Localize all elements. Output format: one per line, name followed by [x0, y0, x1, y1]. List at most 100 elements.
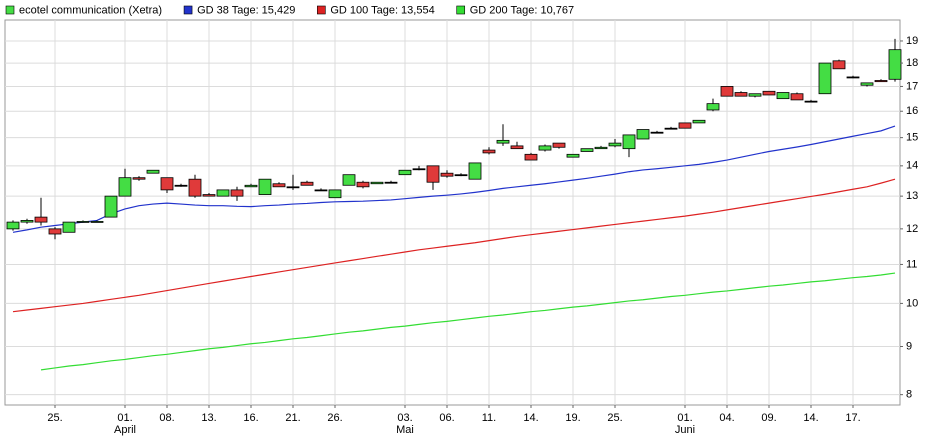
y-tick-label: 18	[906, 57, 918, 69]
candle-body	[48, 228, 62, 235]
y-tick-label: 17	[906, 80, 918, 92]
legend-swatch	[456, 5, 466, 15]
moving-average-line	[12, 125, 896, 233]
candle-body	[258, 178, 272, 195]
candle-body	[468, 162, 482, 180]
candle-body	[664, 127, 678, 130]
legend-swatch	[183, 5, 193, 15]
candle-body	[300, 181, 314, 186]
candle-body	[818, 62, 832, 95]
x-tick-label: 03.	[397, 412, 412, 424]
x-tick-label: 06.	[439, 412, 454, 424]
candle-body	[524, 153, 538, 161]
candle-body	[678, 122, 692, 129]
x-tick-label: 08.	[159, 412, 174, 424]
legend-label: GD 200 Tage: 10,767	[470, 4, 574, 16]
candle-body	[76, 221, 90, 223]
y-tick-label: 10	[906, 297, 918, 309]
candle-body	[132, 177, 146, 180]
candle-body	[104, 195, 118, 218]
x-tick-label: 26.	[327, 412, 342, 424]
candle-body	[118, 177, 132, 197]
candle-body	[314, 189, 328, 192]
candle-body	[244, 184, 258, 188]
x-tick-label: 17.	[845, 412, 860, 424]
x-tick-label: 14.	[803, 412, 818, 424]
candle-body	[762, 90, 776, 96]
candle-body	[6, 221, 20, 230]
candle-body	[622, 134, 636, 150]
y-tick-label: 8	[906, 389, 912, 401]
legend: ecotel communication (Xetra) GD 38 Tage: …	[5, 4, 574, 16]
candle-body	[510, 145, 524, 150]
candle-body	[552, 142, 566, 148]
candle-body	[426, 165, 440, 183]
x-tick-label: 19.	[565, 412, 580, 424]
y-tick-label: 11	[906, 258, 917, 270]
candle-body	[20, 220, 34, 223]
candle-body	[692, 119, 706, 124]
candle-body	[62, 221, 76, 233]
candle-body	[328, 189, 342, 199]
candle-body	[650, 131, 664, 134]
marks	[6, 38, 902, 371]
x-tick-label: 09.	[761, 412, 776, 424]
x-tick-label: 13.	[201, 412, 216, 424]
candle-body	[398, 169, 412, 176]
legend-swatch	[5, 5, 15, 15]
x-tick-label: 01.	[117, 412, 132, 424]
moving-average-line	[12, 178, 896, 313]
y-tick-label: 15	[906, 132, 918, 144]
candle-body	[776, 92, 790, 100]
candle-body	[34, 216, 48, 223]
candle-body	[216, 189, 230, 197]
candle-body	[580, 148, 594, 152]
candle-body	[832, 60, 846, 70]
grid	[5, 20, 900, 405]
month-label: Juni	[675, 424, 695, 436]
candle-body	[384, 181, 398, 184]
candle-body	[538, 145, 552, 151]
candle-body	[804, 100, 818, 103]
candle-body	[608, 142, 622, 147]
candle-body	[496, 139, 510, 144]
y-tick-label: 13	[906, 190, 918, 202]
candle-body	[440, 172, 454, 177]
y-tick-label: 16	[906, 105, 918, 117]
candle-body	[412, 168, 426, 171]
x-tick-label: 01.	[677, 412, 692, 424]
candle-body	[454, 174, 468, 177]
candle-body	[370, 181, 384, 185]
candle-body	[202, 194, 216, 197]
plot-area	[4, 19, 901, 406]
candle-body	[874, 80, 888, 83]
moving-average-line	[40, 272, 896, 371]
legend-label: GD 38 Tage: 15,429	[197, 4, 295, 16]
legend-label: GD 100 Tage: 13,554	[330, 4, 434, 16]
candle-body	[146, 169, 160, 174]
candle-body	[846, 76, 860, 79]
candle-body	[790, 93, 804, 101]
x-tick-label: 04.	[719, 412, 734, 424]
y-tick-label: 9	[906, 340, 912, 352]
x-tick-label: 21.	[285, 412, 300, 424]
candle-body	[482, 149, 496, 154]
candle-body	[230, 189, 244, 197]
legend-swatch	[317, 5, 326, 15]
x-tick-label: 11.	[482, 412, 496, 424]
x-tick-label: 16.	[243, 412, 258, 424]
candle-body	[860, 82, 874, 86]
candle-body	[356, 181, 370, 188]
candle-body	[636, 129, 650, 140]
x-tick-label: 25.	[607, 412, 622, 424]
candle-body	[342, 174, 356, 186]
candle-body	[90, 221, 104, 223]
candle-body	[286, 186, 300, 189]
y-tick-label: 14	[906, 160, 918, 172]
candle-body	[888, 49, 902, 80]
x-tick-label: 14.	[523, 412, 538, 424]
candle-body	[706, 103, 720, 111]
candle-body	[188, 178, 202, 197]
